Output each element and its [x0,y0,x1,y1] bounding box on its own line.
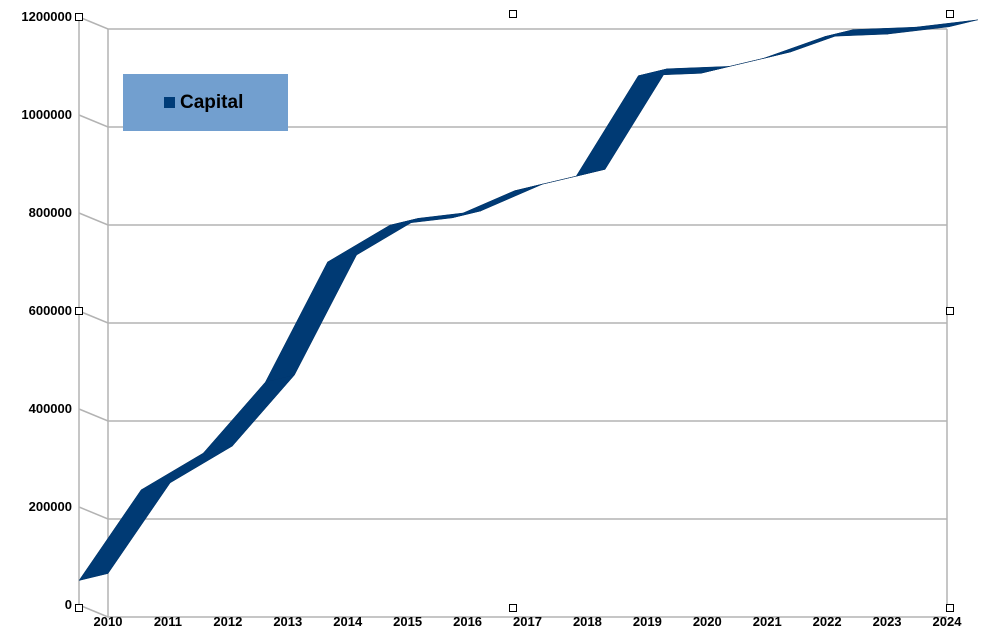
y-tick-label: 0 [65,597,72,612]
x-tick-label: 2019 [633,614,662,629]
gridline [78,310,947,324]
ribbon-segment [886,19,978,35]
ribbon-segment [141,446,233,490]
ribbon-segment [638,66,730,76]
x-tick-label: 2024 [933,614,963,629]
grid-lines [78,16,948,618]
ribbon-segment [824,27,916,37]
resize-handle[interactable] [946,307,954,315]
ribbon-segment [327,218,419,262]
gridline [78,506,947,520]
ribbon-segment [762,29,854,59]
gridline [78,408,947,422]
legend-label-capital: Capital [180,91,244,113]
x-tick-label: 2017 [513,614,542,629]
x-tick-label: 2023 [873,614,902,629]
x-tick-label: 2013 [273,614,302,629]
ribbon-segment [265,255,357,383]
ribbon-segment [203,375,295,454]
capital-series [78,19,979,581]
ribbon-segment [79,482,171,581]
x-tick-label: 2012 [213,614,242,629]
x-tick-label: 2018 [573,614,602,629]
x-tick-label: 2010 [94,614,123,629]
x-tick-label: 2021 [753,614,782,629]
resize-handle[interactable] [75,13,83,21]
resize-handle[interactable] [75,307,83,315]
x-tick-label: 2015 [393,614,422,629]
x-axis-ticks: 2010 2011 2012 2013 2014 2015 2016 2017 2018 2019… [94,614,963,629]
resize-handle[interactable] [946,10,954,18]
ribbon-segment [451,183,543,218]
y-axis-ticks: 0 200000 400000 600000 800000 1000000 1200000 [21,9,72,612]
resize-handle[interactable] [75,604,83,612]
y-tick-label: 1000000 [21,107,72,122]
y-tick-label: 600000 [29,303,72,318]
resize-handle[interactable] [509,10,517,18]
resize-handle[interactable] [509,604,517,612]
ribbon-segment [576,68,668,177]
y-tick-label: 200000 [29,499,72,514]
y-tick-label: 800000 [29,205,72,220]
gridline [78,212,947,226]
x-tick-label: 2011 [154,614,182,629]
ribbon-segment [389,210,481,226]
x-tick-label: 2020 [693,614,722,629]
selection-handles[interactable] [75,10,954,612]
x-tick-label: 2022 [813,614,842,629]
x-tick-label: 2014 [333,614,363,629]
legend-swatch-capital [164,97,175,108]
y-tick-label: 400000 [29,401,72,416]
legend[interactable]: Capital [123,74,288,131]
y-tick-label: 1200000 [21,9,72,24]
resize-handle[interactable] [946,604,954,612]
x-tick-label: 2016 [453,614,482,629]
gridline [78,16,947,30]
